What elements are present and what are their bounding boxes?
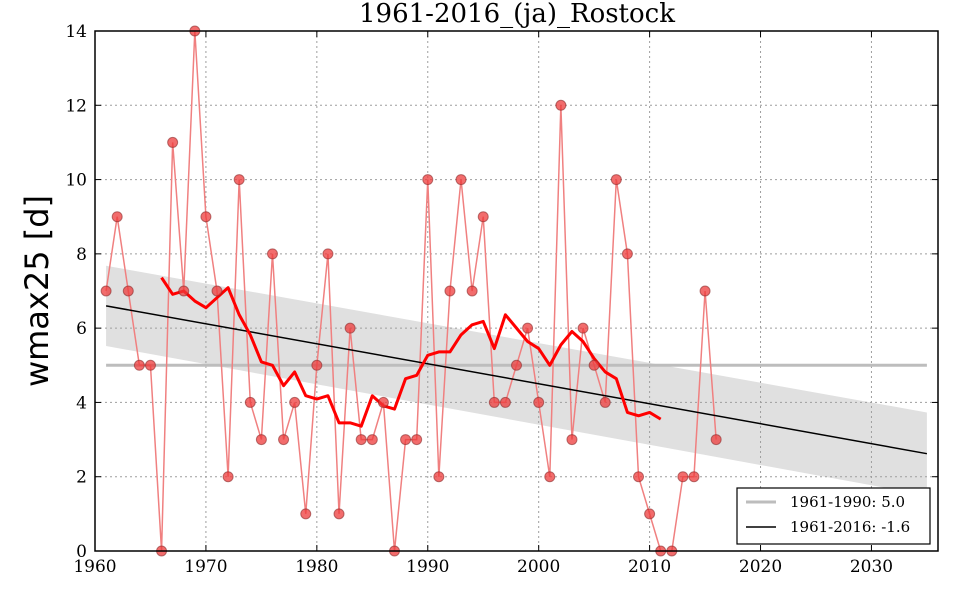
y-tick-label: 0 [76,542,87,562]
data-point [488,396,500,408]
data-point [444,285,456,297]
y-tick-label: 2 [76,468,87,488]
data-point [688,471,700,483]
legend-label-baseline: 1961-1990: 5.0 [790,493,905,511]
chart-title: 1961-2016_(ja)_Rostock [359,0,675,29]
data-point [322,248,334,260]
data-point [522,322,534,334]
x-tick-label: 1970 [184,557,227,577]
data-point [144,359,156,371]
data-point [411,434,423,446]
data-point [511,359,522,371]
data-point [122,285,134,297]
data-point [133,359,145,371]
data-point [466,285,478,297]
x-tick-label: 2030 [850,557,893,577]
data-point [644,508,656,520]
data-point [577,322,589,334]
data-point [255,434,267,446]
data-point [610,174,622,186]
data-point [200,211,212,223]
y-tick-label: 10 [65,171,87,191]
legend-label-trend: 1961-2016: -1.6 [790,518,910,536]
data-point [266,248,278,260]
data-point [566,434,578,446]
data-line [105,30,717,552]
plot-area: 1960 1970 1980 1990 2000 2010 2020 2030 0 2 4 6 8 10 1… [65,22,939,577]
y-tick-label: 6 [76,319,87,339]
data-point [477,211,489,223]
y-tick-label: 4 [76,393,87,413]
data-point [211,285,223,297]
data-point [344,322,356,334]
data-point [555,99,567,111]
moving-average-line [160,276,662,428]
data-point [433,471,445,483]
data-point [633,471,645,483]
data-point [588,359,600,371]
plot-frame [94,30,939,552]
x-tick-label: 2020 [739,557,782,577]
data-point [455,174,467,186]
data-point [278,434,290,446]
trend-line [105,305,928,455]
y-tick-label: 14 [65,22,87,42]
data-point [167,136,179,148]
data-point [178,285,190,297]
data-point [233,174,245,186]
data-point [710,434,722,446]
data-point [222,471,234,483]
data-point [311,359,323,371]
data-point [366,434,378,446]
data-point [677,471,689,483]
data-point [544,471,556,483]
legend-box [736,487,931,545]
x-tick-label: 1990 [406,557,449,577]
y-tick-label: 12 [65,96,87,116]
data-point [533,396,545,408]
x-tick-label: 2010 [628,557,671,577]
legend: 1961-1990: 5.0 1961-2016: -1.6 [736,487,931,545]
data-point [499,396,511,408]
data-point [289,396,301,408]
data-point [699,285,711,297]
y-axis-label: wmax25 [d] [18,195,56,387]
data-point [599,396,611,408]
y-tick-label: 8 [76,245,87,265]
data-point [111,211,123,223]
data-point [333,508,345,520]
data-point [100,285,112,297]
data-point [355,434,367,446]
data-point [400,434,412,446]
data-point [422,174,434,186]
x-tick-label: 1980 [295,557,338,577]
data-point [300,508,312,520]
data-point [244,396,256,408]
x-tick-label: 1960 [73,557,116,577]
data-point [377,396,389,408]
data-point [621,248,633,260]
x-tick-label: 2000 [517,557,560,577]
